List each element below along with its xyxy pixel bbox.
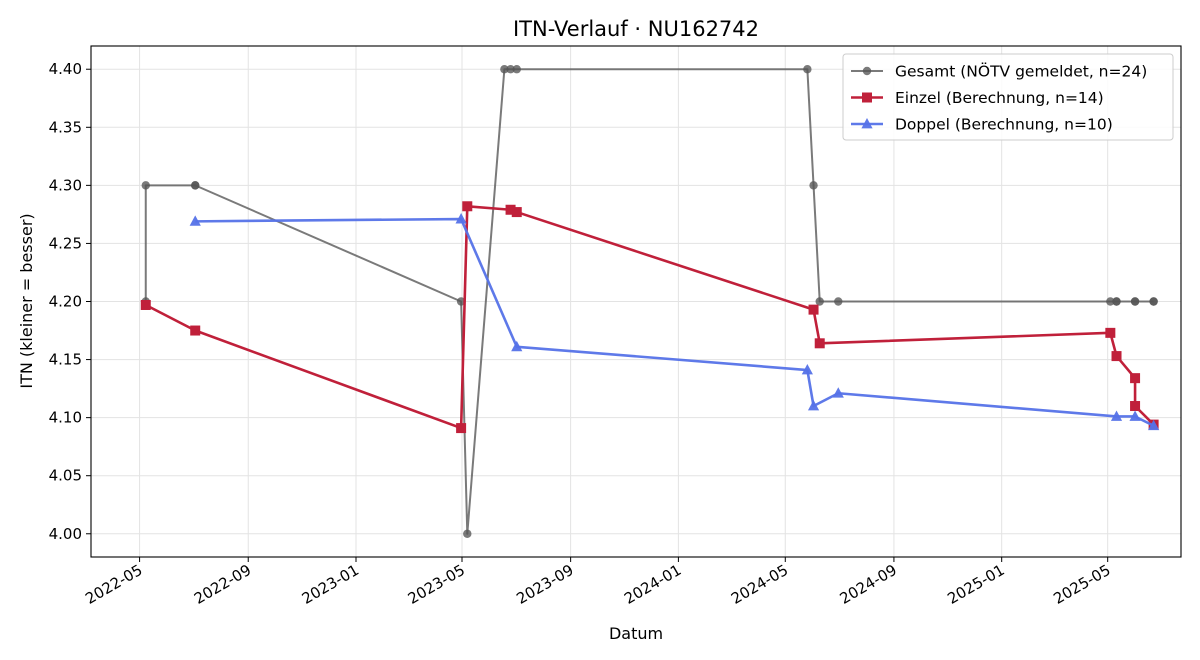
data-point [815,297,824,306]
series-layer [140,65,1160,538]
data-point [511,340,523,352]
data-point [1106,297,1115,306]
data-point [456,297,466,306]
legend-swatch-marker [862,92,872,103]
y-tick-label: 4.40 [49,60,82,78]
series-2 [140,201,1159,434]
data-point [1111,351,1122,362]
data-point [832,387,844,398]
series-line [195,217,1155,427]
data-point [512,65,521,74]
legend-label: Gesamt (NÖTV gemeldet, n=24) [895,62,1147,81]
series-3 [189,213,1160,431]
data-point [1130,297,1140,306]
y-tick-label: 4.25 [49,234,82,252]
data-point [1112,297,1121,306]
y-tick-label: 4.35 [49,118,82,136]
legend-label: Einzel (Berechnung, n=14) [895,89,1104,107]
data-point [140,299,151,310]
x-tick-label: 2024-05 [728,561,791,608]
y-tick-label: 4.20 [49,293,82,311]
legend-label: Doppel (Berechnung, n=10) [895,116,1113,134]
data-point [834,297,843,306]
y-tick-label: 4.05 [49,467,82,485]
x-tick-label: 2023-09 [513,561,576,608]
y-tick-label: 4.15 [49,351,82,369]
data-point [191,181,200,190]
data-point [1105,327,1116,338]
x-tick-label: 2022-09 [191,561,254,608]
data-point [463,529,472,538]
data-point [506,65,515,74]
x-tick-label: 2025-05 [1050,561,1113,608]
data-point [505,204,516,215]
data-point [455,213,467,224]
x-tick-label: 2023-01 [299,561,362,608]
data-point [500,65,509,74]
data-point [1130,401,1141,412]
legend: Gesamt (NÖTV gemeldet, n=24) Einzel (Bere… [842,53,1174,141]
data-point [1148,419,1160,431]
series-line [145,204,1155,430]
data-point [189,215,201,226]
data-point [1110,410,1123,421]
data-point [511,207,522,218]
data-point [801,364,813,375]
x-tick-label: 2024-09 [837,561,900,608]
series-1 [141,65,1158,538]
data-point [190,325,201,336]
y-axis: 4.00 4.05 4.10 4.15 4.20 4.25 4.30 4.35 4.40 [49,60,91,543]
y-tick-label: 4.30 [49,176,82,194]
data-point [1149,297,1158,306]
x-tick-label: 2025-01 [944,561,1007,608]
data-point [808,304,819,315]
x-tick-label: 2024-01 [621,561,684,608]
data-point [462,201,473,212]
legend-swatch-marker [861,118,873,129]
data-point [1129,410,1141,421]
data-point [141,181,150,190]
chart-title: ITN-Verlauf · NU162742 [513,17,759,41]
data-point [814,338,825,349]
legend-swatch-marker [862,66,872,76]
x-tick-label: 2023-05 [405,561,468,608]
data-point [803,65,812,74]
y-tick-label: 4.00 [49,525,82,543]
x-axis: 2022-05 2022-09 2023-01 2023-05 2023-09 2024-… [82,557,1114,608]
data-point [456,423,467,434]
x-axis-title: Datum [609,624,663,643]
data-point [809,181,818,190]
x-tick-label: 2022-05 [82,561,145,608]
y-axis-title: ITN (kleiner = besser) [17,213,36,388]
y-tick-label: 4.10 [49,409,82,427]
grid [91,46,1181,557]
data-point [807,400,820,411]
legend-box [842,53,1174,141]
data-point [1130,373,1141,384]
